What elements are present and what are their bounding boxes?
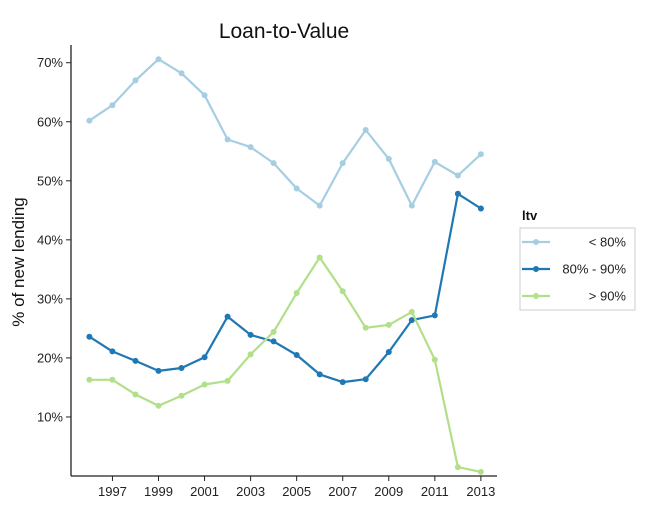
data-point — [408, 317, 415, 324]
x-tick-label: 2005 — [282, 484, 311, 499]
data-point — [408, 308, 415, 315]
data-point — [270, 328, 277, 335]
x-tick-label: 2013 — [466, 484, 495, 499]
data-point — [431, 356, 438, 363]
data-point — [477, 151, 484, 158]
data-point — [132, 77, 139, 84]
data-point — [385, 155, 392, 162]
series-1 — [86, 190, 484, 386]
x-tick-label: 2009 — [374, 484, 403, 499]
y-tick-label: 50% — [37, 173, 63, 188]
data-point — [224, 377, 231, 384]
data-point — [178, 70, 185, 77]
data-point — [362, 127, 369, 133]
data-point — [293, 352, 300, 358]
legend-title: ltv — [522, 208, 538, 223]
data-point — [132, 357, 139, 364]
data-point — [86, 376, 93, 383]
legend-item: < 80% — [522, 235, 626, 250]
legend-item: > 90% — [522, 289, 626, 304]
data-point — [178, 392, 185, 399]
data-point — [316, 254, 323, 261]
data-point — [431, 312, 438, 319]
y-tick-label: 40% — [37, 232, 63, 247]
data-point — [385, 321, 392, 328]
data-point — [109, 102, 116, 109]
legend-swatch-point — [533, 266, 539, 272]
data-point — [477, 468, 484, 475]
data-point — [109, 376, 116, 383]
legend-swatch-point — [533, 293, 539, 299]
y-tick-label: 70% — [37, 55, 63, 70]
data-point — [339, 379, 346, 386]
data-point — [247, 331, 254, 338]
data-point — [339, 160, 346, 167]
y-axis-label: % of new lending — [9, 197, 28, 326]
legend-swatch-point — [533, 239, 539, 245]
chart-title: Loan-to-Value — [219, 20, 349, 43]
series-line — [88, 58, 482, 207]
legend-label: > 90% — [589, 289, 627, 304]
data-point — [316, 202, 323, 209]
data-point — [454, 190, 461, 197]
series-layer — [86, 56, 484, 475]
data-point — [178, 365, 185, 371]
series-line — [89, 256, 482, 473]
data-point — [155, 56, 162, 63]
data-point — [201, 354, 208, 361]
data-point — [362, 376, 369, 383]
data-point — [109, 348, 116, 355]
y-tick-label: 10% — [37, 409, 63, 424]
series-line — [88, 192, 482, 384]
legend: ltv < 80% 80% - 90% > 90% — [519, 208, 636, 311]
series-0 — [86, 56, 484, 209]
data-point — [270, 160, 277, 167]
y-tick-label: 20% — [37, 350, 63, 365]
data-point — [155, 402, 162, 409]
data-point — [86, 333, 93, 340]
y-tick-label: 30% — [37, 291, 63, 306]
axes: 10% 20% 30% 40% 50% 60% 70% 1997 1999 2001 2003 200… — [37, 45, 497, 499]
x-tick-label: 2011 — [421, 484, 449, 499]
data-point — [339, 288, 346, 295]
data-point — [247, 351, 254, 358]
data-point — [86, 117, 93, 124]
data-point — [477, 205, 484, 212]
data-point — [408, 202, 415, 209]
data-point — [385, 349, 392, 355]
data-point — [155, 367, 162, 374]
data-point — [454, 172, 461, 179]
series-2 — [86, 254, 484, 475]
x-tick-label: 1999 — [144, 484, 173, 499]
data-point — [293, 290, 300, 296]
data-point — [316, 371, 323, 378]
data-point — [132, 391, 139, 398]
legend-item: 80% - 90% — [522, 262, 626, 277]
data-point — [201, 92, 208, 99]
y-tick-label: 60% — [37, 114, 63, 129]
data-point — [270, 338, 277, 345]
x-tick-label: 1997 — [98, 484, 127, 499]
data-point — [224, 136, 231, 143]
data-point — [431, 158, 438, 165]
x-tick-label: 2001 — [190, 484, 219, 499]
data-point — [362, 324, 369, 331]
data-point — [247, 144, 254, 151]
x-tick-label: 2007 — [328, 484, 357, 499]
x-tick-label: 2003 — [236, 484, 265, 499]
legend-label: 80% - 90% — [562, 262, 626, 277]
data-point — [201, 381, 208, 388]
data-point — [454, 464, 461, 471]
legend-label: < 80% — [589, 235, 627, 250]
data-point — [293, 185, 300, 192]
data-point — [224, 313, 231, 320]
